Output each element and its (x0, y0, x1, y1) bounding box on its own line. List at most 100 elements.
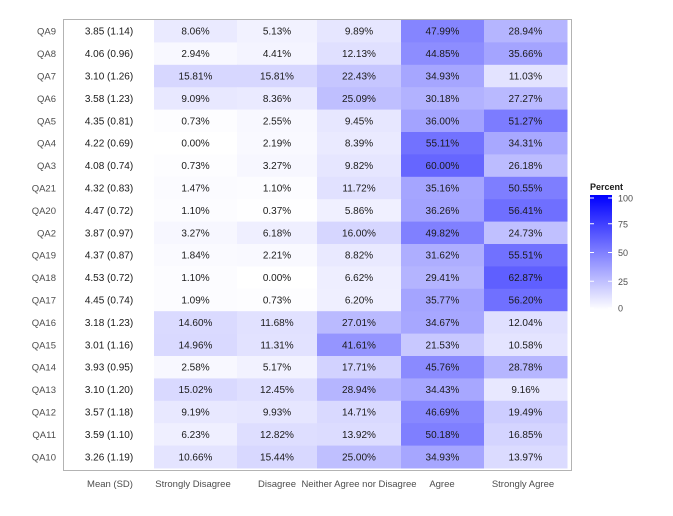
cell-label: 14.96% (179, 340, 213, 351)
cell-label: 15.81% (179, 72, 213, 83)
cell-label: 4.37 (0.87) (85, 251, 133, 262)
cell-label: 11.31% (260, 340, 293, 351)
cell-label: 45.76% (426, 363, 460, 374)
heatmap-cell (317, 445, 402, 469)
heatmap-cell (237, 109, 318, 133)
heatmap-cell (154, 87, 238, 111)
heatmap-cell (237, 266, 318, 290)
heatmap-cell (484, 109, 568, 133)
heatmap-cell (484, 244, 568, 267)
heatmap-cell (317, 266, 402, 290)
cell-label: 4.08 (0.74) (85, 161, 133, 172)
cell-label: 19.49% (509, 408, 543, 419)
legend: Percent 0 25 50 75 100 (590, 182, 633, 314)
y-tick-label: QA12 (32, 408, 56, 419)
heatmap-cell (237, 288, 318, 312)
heatmap-cell (317, 42, 402, 66)
y-tick-label: QA6 (37, 94, 56, 105)
cell-label: 0.73% (263, 296, 291, 307)
heatmap-cell (237, 42, 318, 66)
x-tick-label: Mean (SD) (87, 479, 133, 490)
cell-label: 28.94% (509, 27, 543, 38)
heatmap-cell (237, 132, 318, 155)
heatmap-cell (64, 42, 154, 66)
cell-label: 27.27% (509, 94, 543, 105)
heatmap-cell (64, 244, 154, 267)
heatmap-cell (401, 311, 485, 335)
cell-label: 31.62% (426, 251, 460, 262)
heatmap-cell (154, 333, 238, 357)
cell-label: 5.13% (263, 27, 291, 38)
y-tick-label: QA21 (32, 184, 56, 195)
heatmap-cell (484, 288, 568, 312)
cell-label: 11.03% (509, 72, 542, 83)
heatmap-cells (64, 20, 568, 469)
cell-label: 1.84% (181, 251, 209, 262)
cell-label: 10.58% (509, 340, 543, 351)
heatmap-cell (401, 400, 485, 424)
cell-label: 49.82% (426, 228, 460, 239)
cell-label: 27.01% (342, 318, 376, 329)
cell-label: 2.94% (181, 49, 209, 60)
cell-label: 28.94% (342, 385, 376, 396)
cell-label: 4.53 (0.72) (85, 273, 133, 284)
y-tick-label: QA16 (32, 318, 56, 329)
heatmap-cell (237, 176, 318, 200)
cell-label: 26.18% (509, 161, 543, 172)
cell-label: 4.32 (0.83) (85, 184, 133, 195)
legend-title: Percent (590, 182, 623, 192)
cell-label: 50.18% (426, 430, 460, 441)
cell-label: 0.00% (263, 273, 291, 284)
cell-label: 3.27% (263, 161, 291, 172)
heatmap-cell (484, 423, 568, 447)
cell-label: 17.71% (342, 363, 376, 374)
heatmap-cell (401, 333, 485, 357)
y-tick-label: QA13 (32, 385, 56, 396)
heatmap-cell (401, 20, 485, 43)
heatmap-cell (401, 154, 485, 178)
x-tick-label: Strongly Agree (492, 479, 554, 490)
cell-label: 35.77% (426, 296, 460, 307)
cell-label: 9.19% (181, 408, 209, 419)
cell-label: 8.39% (345, 139, 373, 150)
heatmap-cell (317, 333, 402, 357)
y-tick-label: QA5 (37, 116, 56, 127)
heatmap-cell (484, 87, 568, 111)
heatmap-cell (64, 266, 154, 290)
cell-label: 35.16% (426, 184, 460, 195)
heatmap-cell (484, 266, 568, 290)
cell-label: 3.57 (1.18) (85, 408, 133, 419)
heatmap-cell (317, 244, 402, 267)
heatmap-cell (317, 400, 402, 424)
legend-tick-label: 75 (618, 219, 628, 229)
cell-label: 1.10% (181, 273, 209, 284)
heatmap-cell (317, 154, 402, 178)
heatmap-cell (484, 154, 568, 178)
cell-label: 1.47% (181, 184, 209, 195)
heatmap-cell (154, 20, 238, 43)
heatmap-cell (64, 154, 154, 178)
legend-tick-label: 25 (618, 277, 628, 287)
heatmap-cell (484, 311, 568, 335)
cell-label: 6.20% (345, 296, 373, 307)
y-tick-label: QA10 (32, 452, 56, 463)
cell-label: 10.66% (179, 452, 213, 463)
heatmap-cell-labels: 3.85 (1.14) 8.06% 5.13% 9.89% 47.99% 28.94% 4.… (85, 27, 543, 464)
heatmap-cell (401, 378, 485, 402)
heatmap-cell (484, 132, 568, 155)
cell-label: 6.18% (263, 228, 291, 239)
y-tick-label: QA20 (32, 206, 56, 217)
heatmap-cell (317, 199, 402, 223)
heatmap-cell (317, 423, 402, 447)
legend-ticks: 0 25 50 75 100 (590, 194, 633, 314)
heatmap-cell (484, 333, 568, 357)
heatmap-cell (317, 176, 402, 200)
heatmap-cell (154, 221, 238, 245)
x-tick-label: Neither Agree nor Disagree (301, 479, 416, 490)
y-tick-label: QA17 (32, 296, 56, 307)
heatmap-cell (317, 356, 402, 379)
heatmap-cell (64, 378, 154, 402)
cell-label: 28.78% (509, 363, 543, 374)
x-axis: Mean (SD) Strongly Disagree Disagree Neithe… (87, 479, 554, 490)
heatmap-cell (237, 199, 318, 223)
